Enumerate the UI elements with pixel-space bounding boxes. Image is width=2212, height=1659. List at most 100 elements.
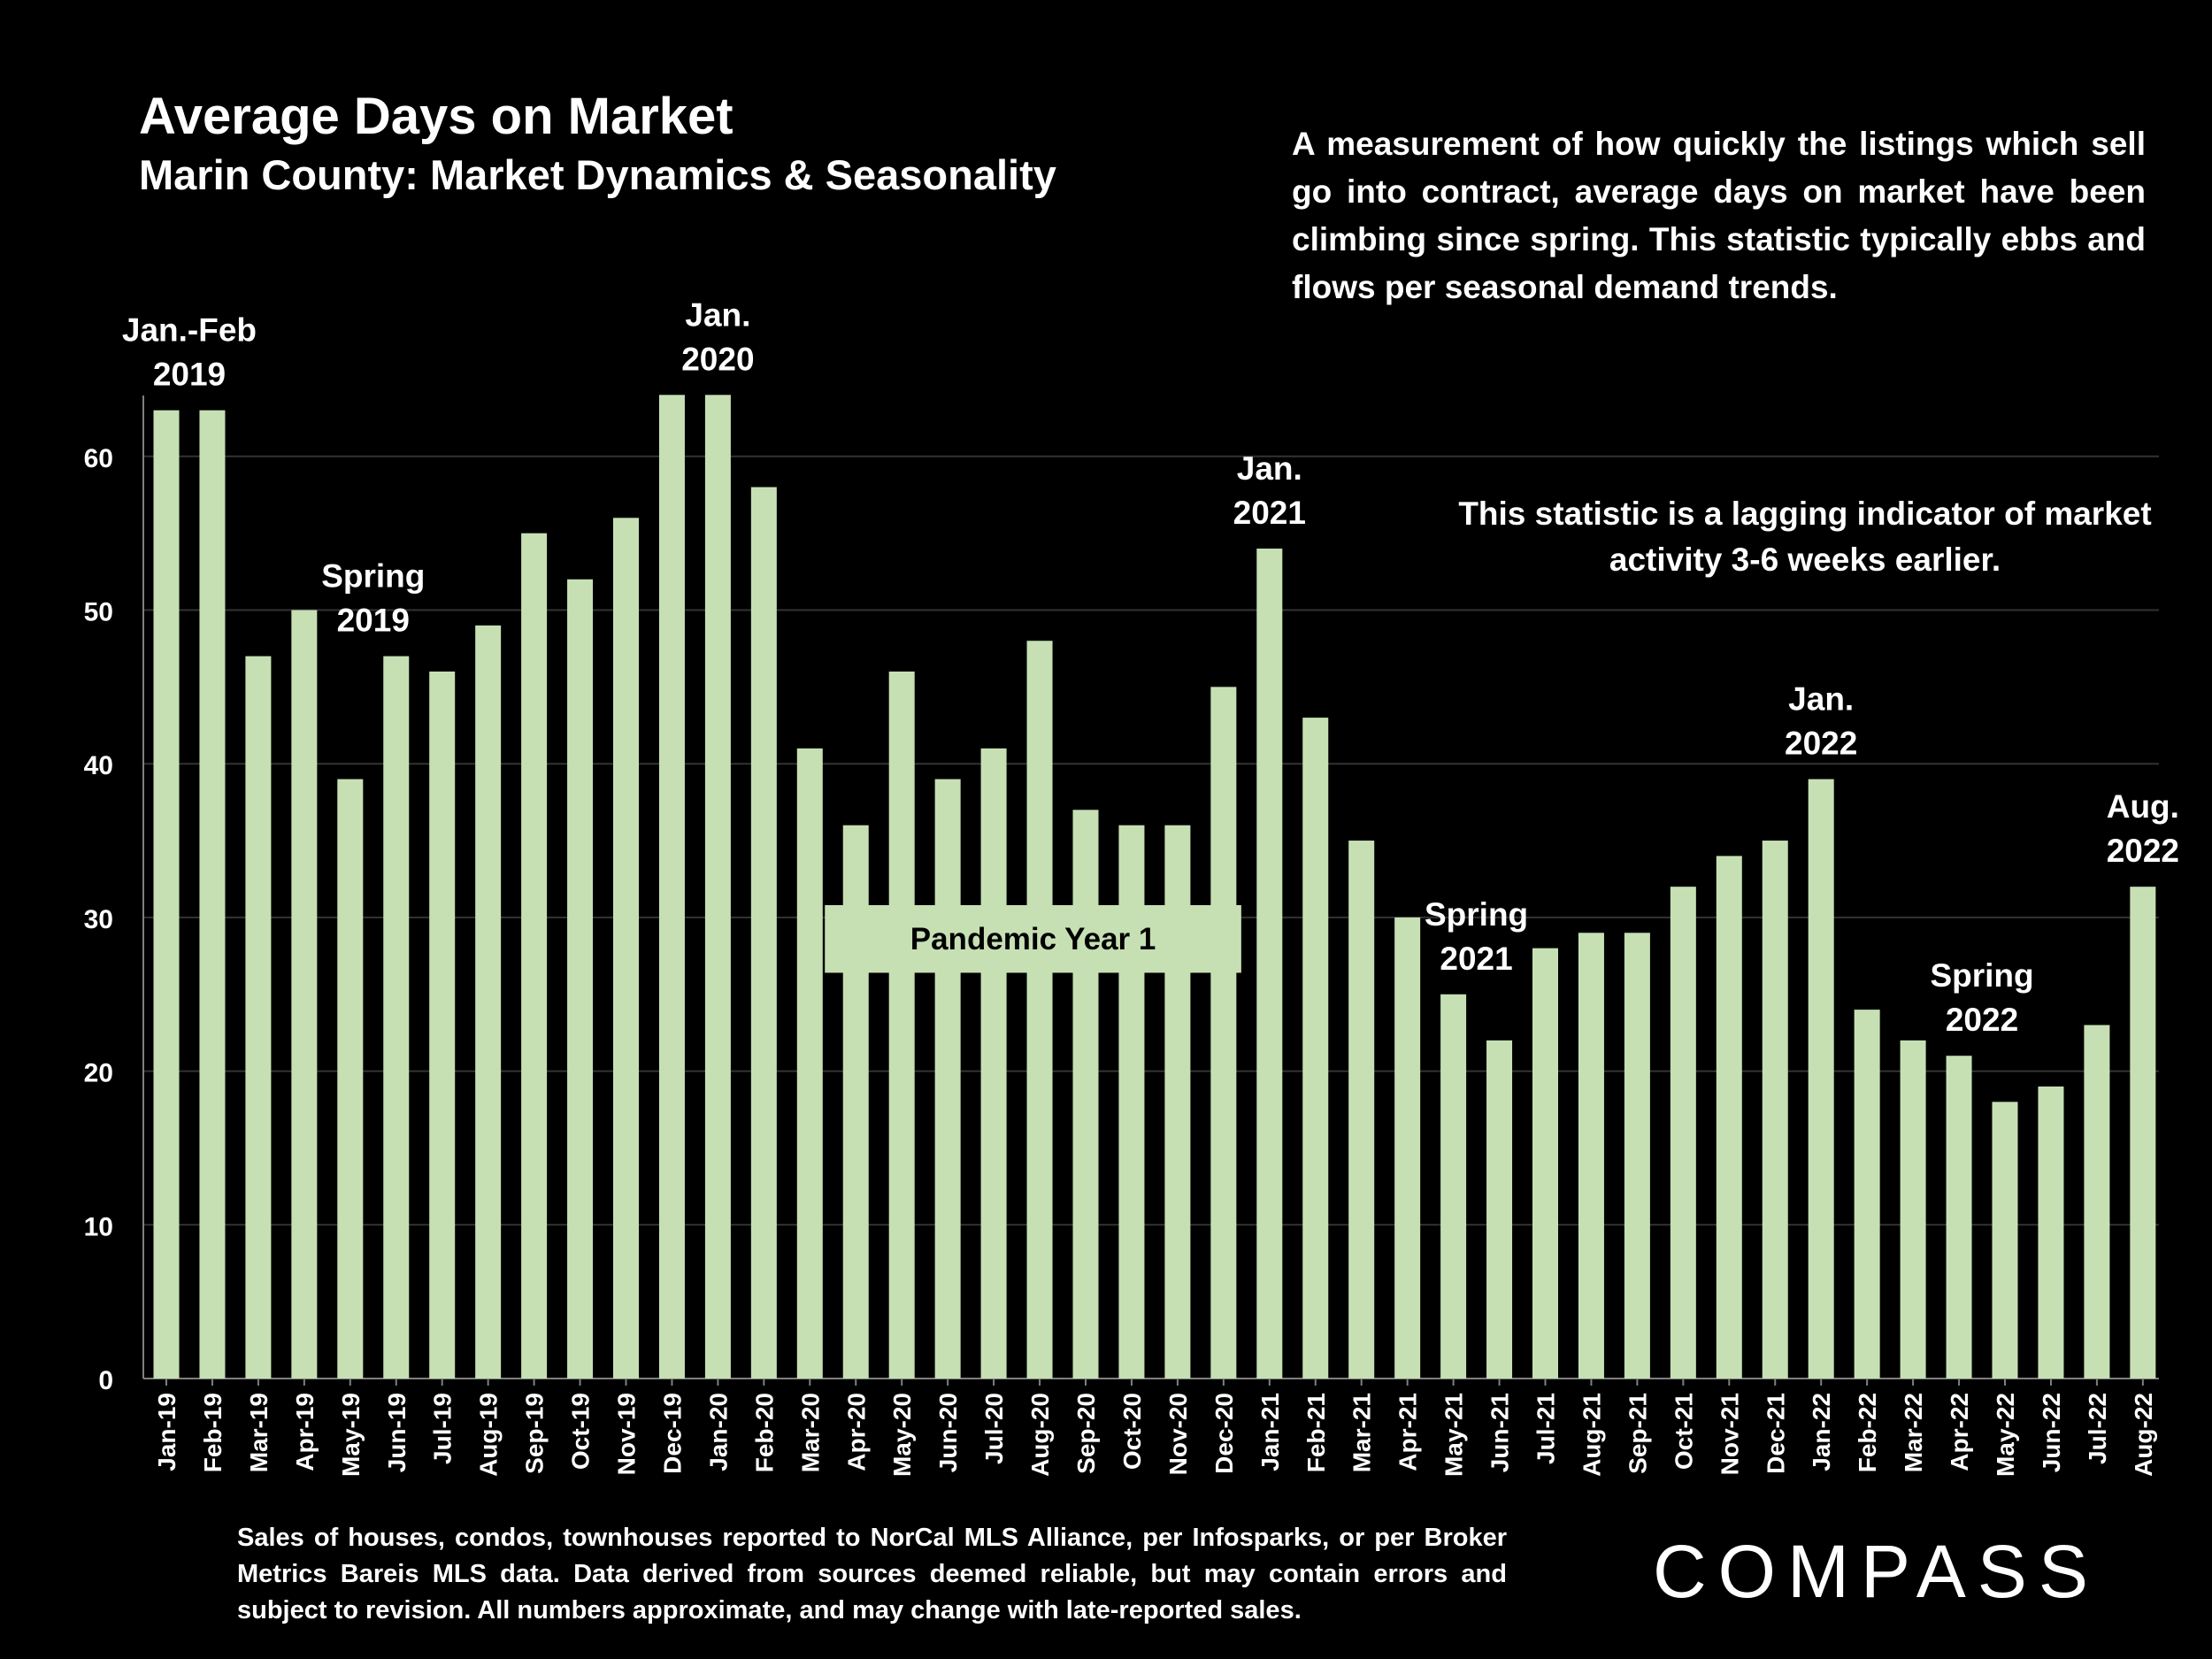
y-tick-label: 60: [84, 444, 113, 473]
y-tick-label: 20: [84, 1059, 113, 1088]
bar-Sep-21: [1624, 933, 1650, 1379]
x-tick-label: Jul-21: [1532, 1393, 1560, 1464]
y-tick-label: 50: [84, 598, 113, 627]
x-tick-label: Apr-22: [1946, 1393, 1973, 1471]
bar-Jan-21: [1256, 549, 1283, 1379]
bar-Jul-21: [1532, 948, 1558, 1379]
x-tick-label: Jul-20: [980, 1393, 1008, 1464]
x-tick-label: Sep-20: [1072, 1393, 1100, 1474]
chart-subtitle: Marin County: Market Dynamics & Seasonal…: [139, 151, 1056, 198]
x-tick-label: Dec-19: [658, 1393, 686, 1474]
bar-Feb-21: [1302, 718, 1329, 1379]
annotation-label: Aug.: [2107, 788, 2179, 825]
annotation-label: Jan.-Feb: [122, 312, 257, 349]
bar-Apr-22: [1946, 1056, 1972, 1379]
bar-May-22: [1992, 1102, 2018, 1379]
bar-Jun-19: [383, 656, 410, 1379]
x-tick-label: Mar-19: [245, 1393, 273, 1472]
x-tick-label: Sep-19: [521, 1393, 549, 1474]
x-tick-label: Dec-21: [1762, 1393, 1789, 1474]
x-tick-label: Apr-19: [291, 1393, 319, 1471]
bar-Jan-20: [704, 395, 731, 1379]
lagging-indicator-note: This statistic is a lagging indicator of…: [1458, 495, 2152, 578]
y-tick-label: 0: [98, 1366, 113, 1395]
bar-Sep-19: [521, 533, 548, 1379]
x-tick-label: May-19: [337, 1393, 365, 1477]
pandemic-band-label: Pandemic Year 1: [910, 922, 1156, 956]
x-tick-label: Jan-19: [153, 1393, 180, 1471]
x-tick-label: Feb-22: [1854, 1393, 1881, 1472]
bar-Aug-20: [1026, 641, 1053, 1379]
bar-Dec-20: [1210, 687, 1237, 1379]
x-tick-label: Aug-21: [1578, 1393, 1605, 1477]
annotation-label: 2022: [1785, 726, 1857, 762]
bar-Sep-20: [1072, 810, 1099, 1379]
x-tick-label: Jun-21: [1486, 1393, 1514, 1472]
x-tick-label: Jun-19: [383, 1393, 411, 1472]
compass-logo: COMPASS: [1653, 1530, 2100, 1613]
annotation-label: 2019: [153, 357, 226, 393]
x-tick-label: Mar-21: [1348, 1393, 1376, 1472]
x-tick-label: Aug-22: [2130, 1393, 2157, 1477]
x-tick-label: Jun-20: [934, 1393, 962, 1472]
bar-Aug-19: [475, 625, 502, 1379]
bar-Dec-21: [1762, 841, 1788, 1379]
bar-Feb-20: [750, 487, 777, 1379]
x-tick-label: Jan-20: [704, 1393, 732, 1471]
bar-Oct-21: [1670, 887, 1696, 1379]
x-tick-label: Jan-22: [1808, 1393, 1835, 1471]
annotation-label: Spring: [321, 558, 425, 595]
bar-Mar-21: [1348, 841, 1375, 1379]
annotation-label: Spring: [1930, 957, 2033, 994]
bar-Jun-20: [934, 779, 961, 1379]
x-tick-label: Aug-20: [1026, 1393, 1054, 1477]
x-tick-label: Apr-21: [1394, 1393, 1422, 1471]
bar-Jun-21: [1486, 1040, 1513, 1379]
bar-May-21: [1440, 994, 1467, 1379]
bar-Jan-19: [153, 410, 180, 1379]
annotation-label: 2022: [1946, 1002, 2018, 1038]
bar-Mar-22: [1900, 1040, 1926, 1379]
pandemic-band: [825, 905, 1241, 973]
x-tick-label: Oct-20: [1118, 1393, 1146, 1470]
x-tick-label: Nov-19: [613, 1393, 641, 1475]
bar-Nov-21: [1716, 856, 1742, 1379]
annotation-label: 2020: [681, 341, 754, 377]
x-tick-label: Jul-22: [2084, 1393, 2111, 1464]
source-footnote: Sales of houses, condos, townhouses repo…: [237, 1524, 1507, 1624]
x-tick-label: Dec-20: [1210, 1393, 1238, 1474]
x-tick-label: May-20: [888, 1393, 916, 1477]
bar-Mar-19: [245, 656, 272, 1379]
annotation-label: Jan.: [1788, 681, 1854, 718]
annotation-label: Jan.: [1237, 450, 1302, 487]
bar-Jul-20: [980, 748, 1007, 1379]
y-tick-label: 40: [84, 751, 113, 780]
bar-Oct-19: [567, 579, 594, 1379]
x-tick-label: Feb-21: [1302, 1393, 1330, 1472]
x-tick-label: Sep-21: [1624, 1393, 1651, 1474]
chart-title: Average Days on Market: [139, 88, 733, 145]
bar-Apr-21: [1394, 917, 1421, 1379]
bar-Aug-21: [1578, 933, 1604, 1379]
x-tick-label: Feb-20: [750, 1393, 778, 1472]
x-tick-label: Jan-21: [1256, 1393, 1284, 1471]
bar-Dec-19: [658, 395, 685, 1379]
annotation-label: Spring: [1425, 896, 1528, 933]
annotation-label: 2019: [337, 603, 410, 639]
bar-May-20: [888, 671, 915, 1379]
bar-Jun-22: [2038, 1086, 2064, 1379]
x-tick-label: Mar-22: [1900, 1393, 1927, 1472]
x-tick-label: Nov-20: [1164, 1393, 1192, 1475]
bar-Jan-22: [1808, 779, 1834, 1379]
annotation-label: 2021: [1233, 495, 1306, 531]
y-tick-label: 30: [84, 905, 113, 934]
x-tick-label: May-21: [1440, 1393, 1468, 1477]
x-tick-label: Apr-20: [842, 1393, 870, 1471]
x-tick-label: Oct-19: [567, 1393, 595, 1470]
x-tick-label: Jul-19: [429, 1393, 457, 1464]
annotation-label: 2022: [2107, 833, 2179, 869]
bar-May-19: [337, 779, 364, 1379]
bar-Feb-19: [199, 410, 226, 1379]
bar-Mar-20: [796, 748, 823, 1379]
